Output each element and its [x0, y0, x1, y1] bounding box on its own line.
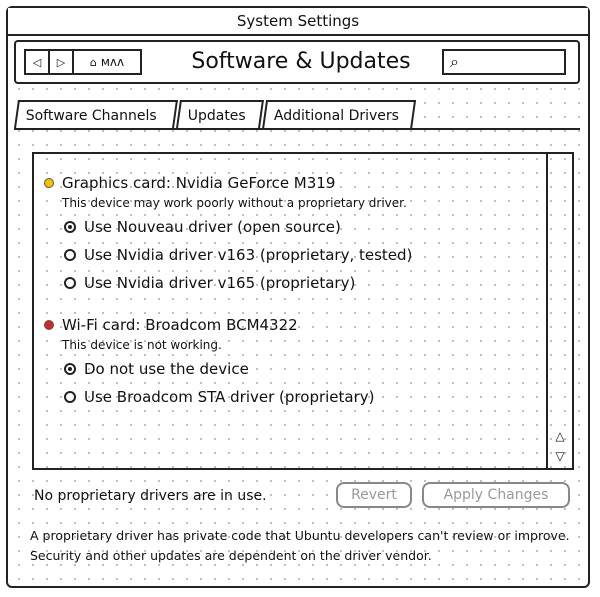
driver-option-broadcom-sta[interactable]: Use Broadcom STA driver (proprietary): [64, 386, 375, 408]
scrollbar[interactable]: △ ▽: [546, 154, 572, 468]
option-label: Use Nvidia driver v163 (proprietary, tes…: [84, 246, 413, 264]
tab-label: Updates: [187, 108, 246, 124]
device-title: Wi-Fi card: Broadcom BCM4322: [62, 316, 298, 334]
radio-button[interactable]: [64, 363, 76, 375]
footer-note: A proprietary driver has private code th…: [30, 528, 570, 563]
option-label: Do not use the device: [84, 360, 249, 378]
status-dot-icon: [44, 320, 54, 330]
apply-changes-button[interactable]: Apply Changes: [422, 482, 570, 508]
radio-button[interactable]: [64, 221, 76, 233]
radio-button[interactable]: [64, 277, 76, 289]
status-text: No proprietary drivers are in use.: [34, 488, 267, 504]
device-description: This device is not working.: [62, 338, 222, 352]
home-button[interactable]: ⌂ ᴍᴧᴧ: [74, 51, 140, 73]
device-wifi-card: Wi-Fi card: Broadcom BCM4322 This device…: [44, 314, 375, 408]
back-icon: ◁: [32, 55, 42, 69]
home-label: ᴍᴧᴧ: [100, 55, 125, 69]
status-dot-icon: [44, 178, 54, 188]
tab-software-channels[interactable]: Software Channels: [14, 100, 178, 128]
device-title: Graphics card: Nvidia GeForce M319: [62, 174, 336, 192]
forward-icon: ▷: [56, 55, 66, 69]
tab-label: Additional Drivers: [273, 108, 399, 124]
scroll-down-button[interactable]: ▽: [548, 446, 572, 466]
radio-button[interactable]: [64, 249, 76, 261]
home-icon: ⌂: [89, 55, 97, 69]
tab-updates[interactable]: Updates: [176, 100, 264, 128]
driver-option-nouveau[interactable]: Use Nouveau driver (open source): [64, 216, 412, 238]
search-field[interactable]: ⌕: [442, 49, 566, 75]
driver-option-nvidia-163[interactable]: Use Nvidia driver v163 (proprietary, tes…: [64, 244, 412, 266]
scroll-down-icon: ▽: [555, 449, 565, 463]
tab-label: Software Channels: [25, 108, 157, 124]
scroll-up-icon: △: [555, 429, 565, 443]
driver-list: Graphics card: Nvidia GeForce M319 This …: [32, 152, 574, 470]
option-label: Use Nvidia driver v165 (proprietary): [84, 274, 356, 292]
device-description: This device may work poorly without a pr…: [62, 196, 407, 210]
page-title: Software & Updates: [191, 49, 411, 74]
driver-option-nvidia-165[interactable]: Use Nvidia driver v165 (proprietary): [64, 272, 412, 294]
tab-bar: Software Channels Updates Additional Dri…: [10, 100, 570, 130]
toolbar: ◁ ▷ ⌂ ᴍᴧᴧ Software & Updates ⌕: [14, 40, 580, 84]
option-label: Use Broadcom STA driver (proprietary): [84, 388, 375, 406]
search-icon: ⌕: [450, 52, 459, 71]
scroll-up-button[interactable]: △: [548, 426, 572, 446]
device-graphics-card: Graphics card: Nvidia GeForce M319 This …: [44, 172, 412, 294]
revert-button[interactable]: Revert: [336, 482, 412, 508]
nav-button-group: ◁ ▷ ⌂ ᴍᴧᴧ: [24, 49, 142, 75]
tab-additional-drivers[interactable]: Additional Drivers: [261, 100, 417, 130]
tab-panel: [14, 128, 580, 472]
driver-option-disable[interactable]: Do not use the device: [64, 358, 375, 380]
option-label: Use Nouveau driver (open source): [84, 218, 341, 236]
radio-button[interactable]: [64, 391, 76, 403]
forward-button[interactable]: ▷: [50, 51, 74, 73]
window-title: System Settings: [8, 8, 588, 36]
back-button[interactable]: ◁: [26, 51, 50, 73]
